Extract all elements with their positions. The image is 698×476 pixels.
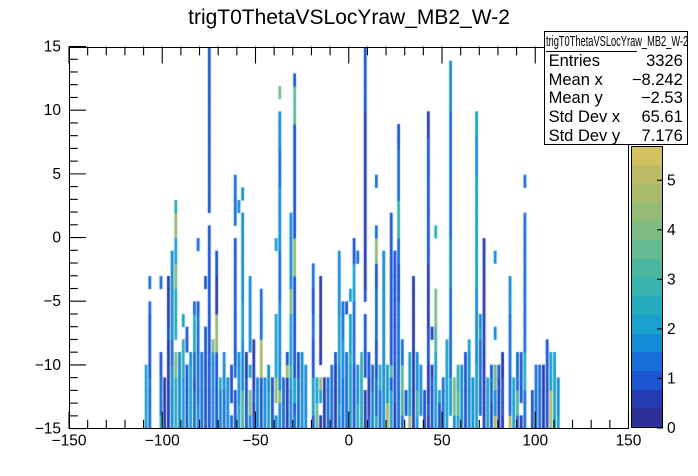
svg-text:−150: −150 <box>52 433 87 450</box>
svg-text:−15: −15 <box>35 421 61 438</box>
svg-text:100: 100 <box>522 433 548 450</box>
svg-text:3: 3 <box>667 271 676 288</box>
svg-text:5: 5 <box>52 166 61 183</box>
svg-text:50: 50 <box>433 433 451 450</box>
svg-text:−100: −100 <box>145 433 180 450</box>
svg-text:−5: −5 <box>43 293 61 310</box>
svg-text:10: 10 <box>44 102 62 119</box>
svg-text:0: 0 <box>344 433 353 450</box>
svg-text:1: 1 <box>667 370 676 387</box>
svg-text:0: 0 <box>52 230 61 247</box>
svg-text:5: 5 <box>667 172 676 189</box>
svg-text:2: 2 <box>667 321 676 338</box>
svg-text:15: 15 <box>44 39 61 56</box>
svg-text:0: 0 <box>667 420 676 437</box>
svg-text:−50: −50 <box>242 433 269 450</box>
svg-text:−10: −10 <box>35 357 62 374</box>
svg-text:150: 150 <box>616 433 642 450</box>
svg-text:4: 4 <box>667 222 676 239</box>
